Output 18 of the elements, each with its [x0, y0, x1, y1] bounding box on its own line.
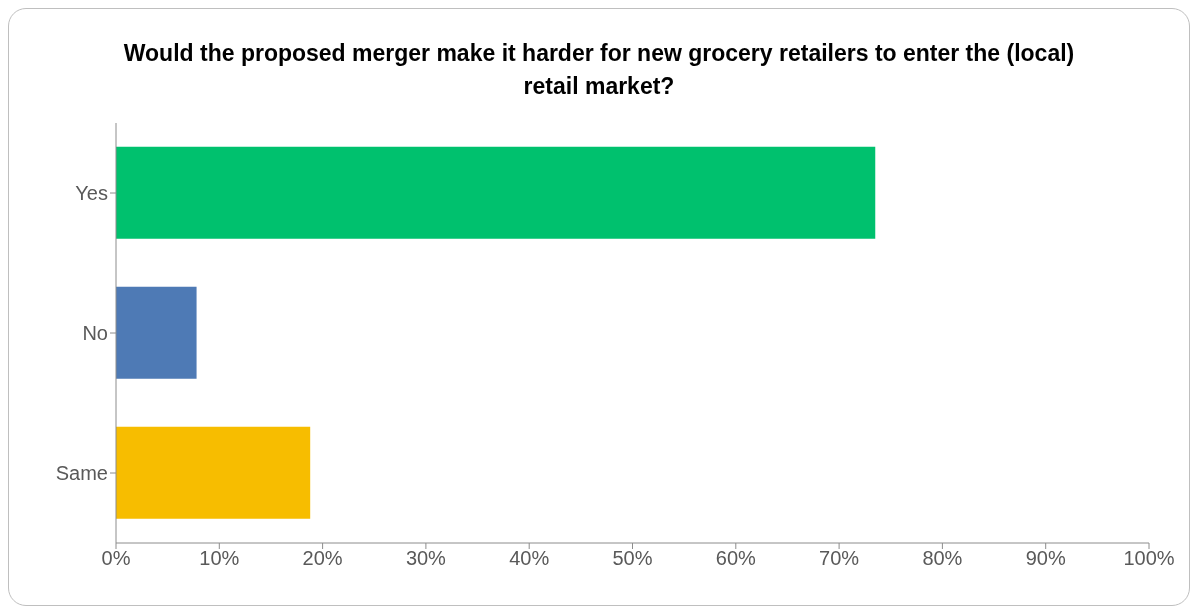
x-tick-label: 20% — [302, 547, 343, 570]
bar — [116, 146, 876, 239]
x-tick-label: 0% — [101, 547, 131, 570]
y-tick-label: Yes — [75, 182, 108, 205]
x-tick-label: 40% — [509, 547, 550, 570]
x-tick-label: 60% — [715, 547, 757, 570]
x-tick-label: 70% — [819, 547, 860, 570]
bar — [116, 426, 311, 519]
x-tick-label: 100% — [1123, 547, 1175, 570]
x-tick-label: 10% — [199, 547, 240, 570]
y-tick-label: Same — [55, 462, 108, 485]
x-tick-label: 80% — [922, 547, 963, 570]
chart-title: Would the proposed merger make it harder for new grocery retailers to enter the (local) retail market? — [122, 39, 1076, 101]
x-tick-label: 30% — [405, 547, 447, 570]
y-tick-label: No — [82, 322, 108, 345]
bar — [116, 286, 197, 379]
x-tick-label: 90% — [1025, 547, 1066, 570]
x-tick-label: 50% — [612, 547, 653, 570]
